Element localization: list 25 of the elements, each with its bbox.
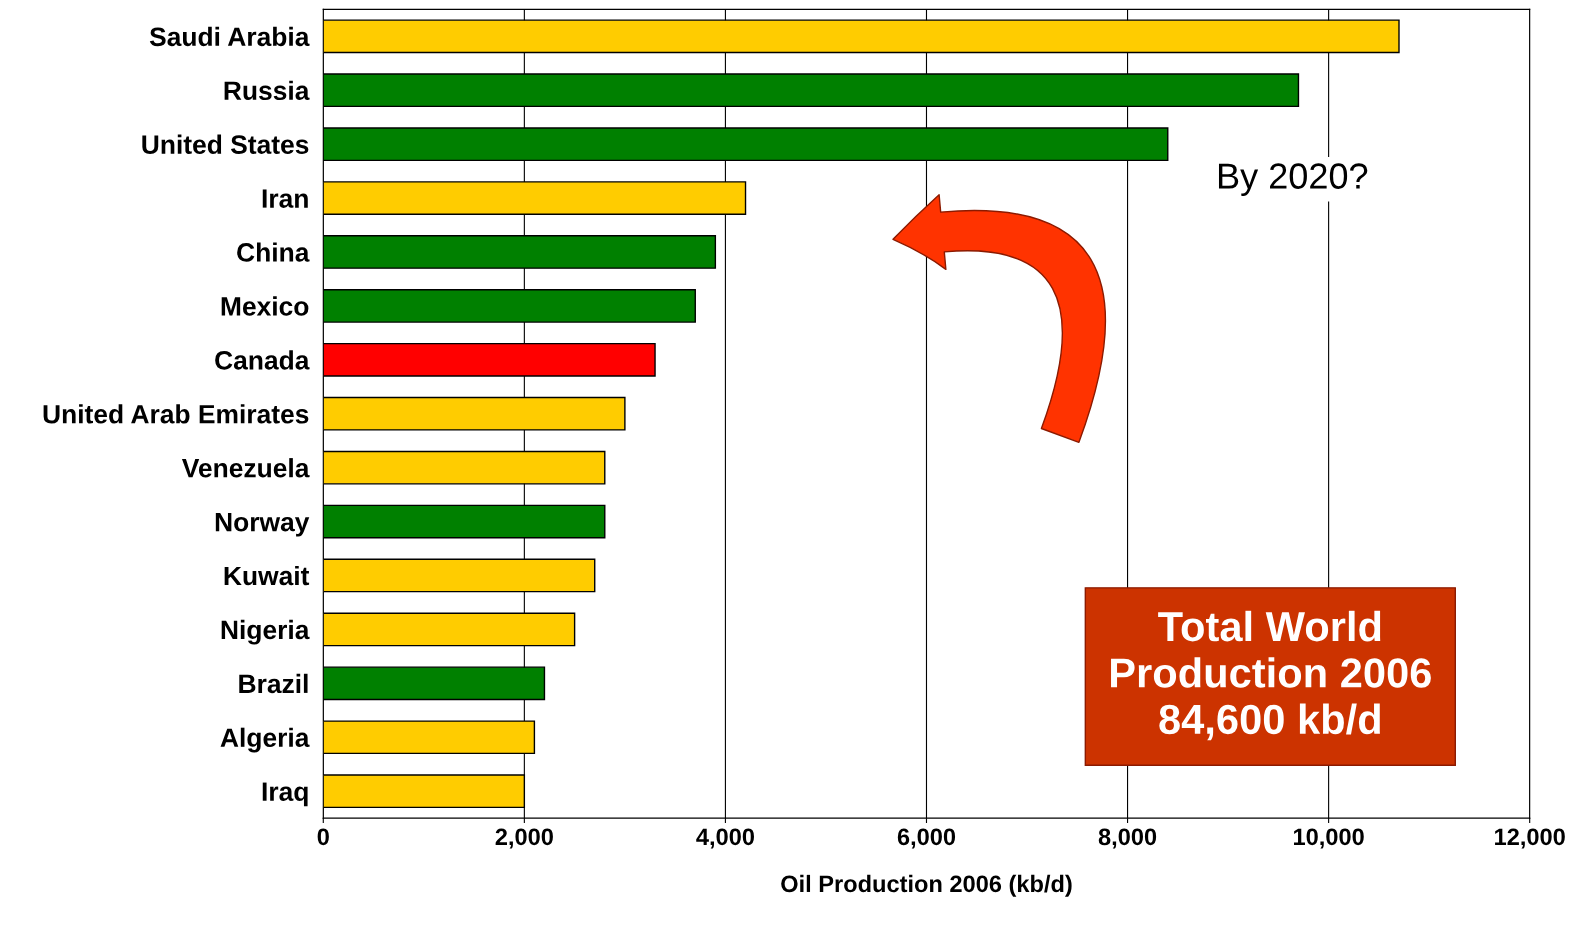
y-tick-label: Venezuela [181,458,310,478]
y-tick-label: United States [142,134,309,154]
x-tick-label: 12,000 [1495,828,1565,849]
annotation: By 2020? [1218,163,1368,197]
y-tick-label: Russia [224,80,310,101]
y-tick-label: Norway [215,512,310,537]
y-tick-label: Iran [262,189,308,208]
y-tick-label: Nigeria [221,619,310,645]
x-tick-label: 4,000 [696,828,754,849]
x-tick-label: 0 [317,828,329,846]
y-tick-label: Algeria [220,727,310,753]
annotation: Total World Production 2006 84,600 kb/d [1111,610,1431,741]
y-tick-label: Canada [215,350,310,370]
x-axis-title: Oil Production 2006 (kb/d) [781,874,1072,897]
y-tick-label: Iraq [262,782,308,807]
y-tick-label: Kuwait [224,565,310,586]
y-tick-label: United Arab Emirates [43,404,309,424]
x-tick-label: 8,000 [1098,828,1157,849]
y-tick-label: Brazil [239,673,308,694]
y-tick-label: Saudi Arabia [149,26,310,47]
x-tick-label: 6,000 [897,828,956,849]
x-tick-label: 2,000 [495,828,553,849]
y-tick-label: China [237,242,310,262]
y-tick-label: Mexico [221,296,309,316]
x-tick-label: 10,000 [1294,828,1364,849]
